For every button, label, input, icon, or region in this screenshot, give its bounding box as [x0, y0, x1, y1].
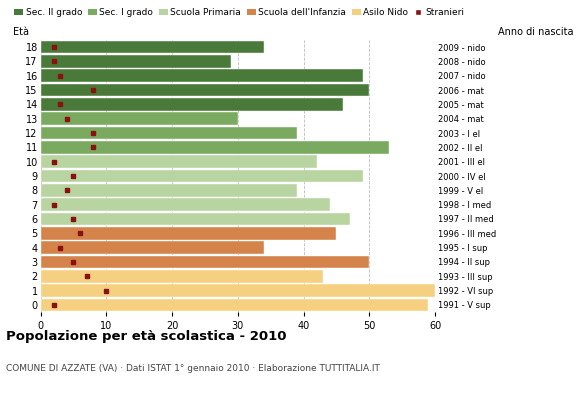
Bar: [41, 198, 330, 211]
Bar: [41, 241, 264, 254]
Text: Età: Età: [13, 27, 29, 37]
Bar: [41, 112, 238, 125]
Bar: [41, 98, 343, 111]
Bar: [41, 256, 369, 268]
Bar: [41, 270, 323, 282]
Bar: [41, 127, 297, 139]
Bar: [41, 170, 362, 182]
Bar: [41, 184, 297, 197]
Bar: [41, 70, 362, 82]
Bar: [41, 141, 389, 154]
Bar: [41, 227, 336, 240]
Bar: [41, 284, 435, 297]
Text: COMUNE DI AZZATE (VA) · Dati ISTAT 1° gennaio 2010 · Elaborazione TUTTITALIA.IT: COMUNE DI AZZATE (VA) · Dati ISTAT 1° ge…: [6, 364, 380, 373]
Legend: Sec. II grado, Sec. I grado, Scuola Primaria, Scuola dell'Infanzia, Asilo Nido, : Sec. II grado, Sec. I grado, Scuola Prim…: [10, 4, 468, 21]
Bar: [41, 84, 369, 96]
Bar: [41, 41, 264, 54]
Bar: [41, 213, 350, 225]
Text: Anno di nascita: Anno di nascita: [498, 27, 573, 37]
Text: Popolazione per età scolastica - 2010: Popolazione per età scolastica - 2010: [6, 330, 287, 343]
Bar: [41, 298, 429, 311]
Bar: [41, 155, 317, 168]
Bar: [41, 55, 231, 68]
